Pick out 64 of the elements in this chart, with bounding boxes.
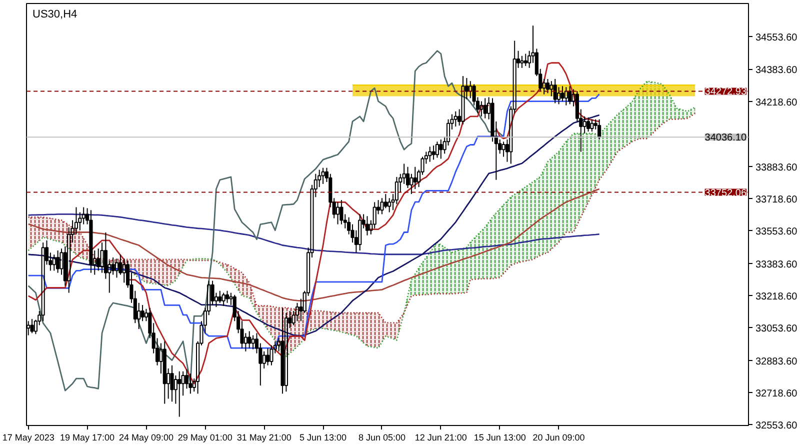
candlestick bbox=[122, 258, 126, 284]
x-tick-label: 12 Jun 21:00 bbox=[414, 432, 467, 442]
line-series bbox=[28, 112, 696, 324]
y-tick-label: 32883.60 bbox=[756, 356, 798, 368]
ref-line-label: 34272.93 bbox=[704, 86, 747, 98]
candlestick bbox=[170, 364, 174, 402]
candlestick bbox=[528, 50, 532, 68]
candlestick bbox=[336, 202, 340, 225]
candlestick bbox=[67, 226, 71, 294]
x-tick-label: 20 Jun 09:00 bbox=[532, 432, 585, 442]
y-tick-label: 32553.60 bbox=[756, 420, 798, 432]
candlestick bbox=[56, 250, 60, 274]
candlestick bbox=[280, 307, 284, 394]
line-series bbox=[28, 50, 504, 392]
candlestick bbox=[468, 80, 472, 99]
y-tick-label: 34383.60 bbox=[756, 65, 798, 76]
candlestick bbox=[82, 206, 86, 225]
x-tick-label: 19 May 17:00 bbox=[60, 432, 115, 442]
x-tick-label: 15 Jun 13:00 bbox=[474, 432, 526, 442]
y-tick-label: 33053.60 bbox=[756, 323, 798, 334]
candlestick bbox=[413, 166, 417, 190]
candlestick bbox=[184, 368, 189, 390]
line-series bbox=[28, 214, 600, 256]
candlestick bbox=[340, 200, 344, 225]
candlestick bbox=[582, 116, 586, 134]
x-tick-label: 24 May 09:00 bbox=[118, 432, 174, 442]
candlestick bbox=[350, 224, 354, 244]
candlestick bbox=[137, 302, 141, 330]
y-tick-label: 34553.60 bbox=[756, 32, 798, 44]
candlestick bbox=[89, 210, 93, 274]
candlestick bbox=[258, 342, 262, 386]
candlestick bbox=[358, 214, 362, 251]
candlestick bbox=[428, 146, 432, 162]
candlestick bbox=[483, 98, 487, 119]
candlestick bbox=[284, 312, 288, 392]
candlestick bbox=[104, 232, 108, 280]
y-tick-label: 32718.60 bbox=[756, 388, 798, 400]
x-tick-label: 5 Jun 13:00 bbox=[300, 432, 347, 442]
y-tick-label: 33218.60 bbox=[756, 291, 798, 302]
candlestick bbox=[240, 320, 244, 349]
candlestick bbox=[74, 206, 78, 235]
y-tick-label: 33383.60 bbox=[756, 259, 798, 270]
y-tick-label: 33553.60 bbox=[756, 226, 798, 238]
candlestick bbox=[100, 242, 104, 274]
ref-line-label: 34036.10 bbox=[704, 132, 747, 144]
candlestick bbox=[178, 370, 182, 418]
candlestick bbox=[248, 330, 252, 349]
candlestick bbox=[318, 169, 322, 188]
candlestick bbox=[402, 163, 406, 184]
y-tick-label: 33718.60 bbox=[756, 194, 798, 206]
x-tick-label: 31 May 21:00 bbox=[236, 432, 292, 442]
candlestick bbox=[41, 242, 45, 322]
x-tick-label: 17 May 2023 bbox=[2, 432, 54, 442]
x-tick-label: 29 May 01:00 bbox=[178, 432, 232, 442]
x-tick-label: 8 Jun 05:00 bbox=[358, 432, 406, 442]
y-tick-label: 33883.60 bbox=[756, 162, 798, 174]
candlestick bbox=[520, 55, 524, 68]
candlestick bbox=[439, 139, 443, 160]
ref-line-label: 33752.06 bbox=[704, 188, 747, 199]
candlestick bbox=[365, 216, 370, 236]
y-tick-label: 34218.60 bbox=[756, 97, 798, 108]
line-series bbox=[28, 188, 600, 302]
chart-title: US30,H4 bbox=[32, 8, 78, 20]
candlestick bbox=[454, 110, 458, 128]
